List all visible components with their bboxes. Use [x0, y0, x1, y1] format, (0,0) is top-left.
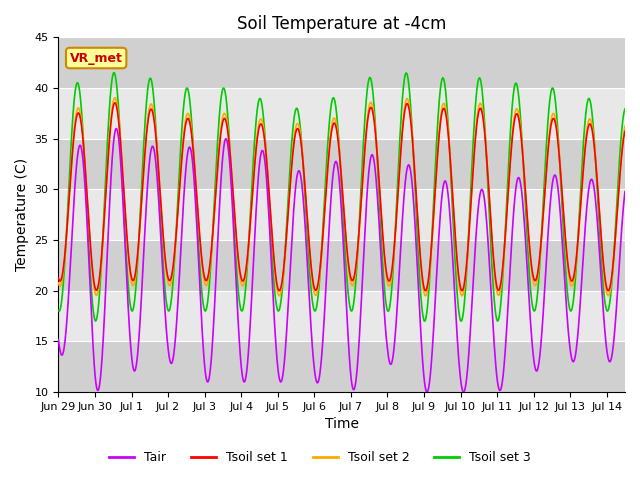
Bar — [58, 291, 625, 341]
Y-axis label: Temperature (C): Temperature (C) — [15, 158, 29, 271]
Legend: Tair, Tsoil set 1, Tsoil set 2, Tsoil set 3: Tair, Tsoil set 1, Tsoil set 2, Tsoil se… — [104, 446, 536, 469]
Bar — [58, 88, 625, 139]
Bar — [58, 37, 625, 88]
Bar — [58, 240, 625, 291]
Title: Soil Temperature at -4cm: Soil Temperature at -4cm — [237, 15, 446, 33]
X-axis label: Time: Time — [324, 418, 358, 432]
Text: VR_met: VR_met — [70, 51, 123, 64]
Bar — [58, 190, 625, 240]
Bar — [58, 139, 625, 190]
Bar — [58, 341, 625, 392]
